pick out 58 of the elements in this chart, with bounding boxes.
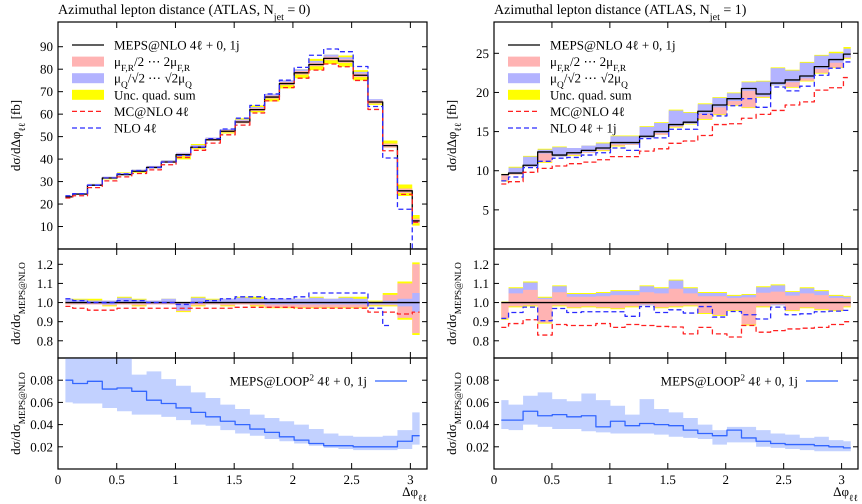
y-tick-label: 60 [40, 106, 53, 122]
legend-label: MC@NLO 4ℓ [550, 104, 625, 119]
x-axis-title: Δφ$_{ℓℓ}$ [402, 484, 427, 504]
chart-title: Azimuthal lepton distance (ATLAS, N$_{jet}$ = 1) [494, 3, 747, 22]
legend-label: MC@NLO 4ℓ [114, 104, 189, 119]
y-tick-label: 10 [40, 219, 53, 234]
legend-label: MEPS@LOOP$^{2}$ 4ℓ + 0, 1j [660, 374, 798, 388]
y-tick-label: 1.0 [36, 295, 53, 310]
x-tick-label: 1.5 [660, 472, 676, 487]
legend-label: MEPS@LOOP$^{2}$ 4ℓ + 0, 1j [230, 374, 367, 388]
y-tick-label: 5 [482, 202, 489, 218]
y-tick-label: 10 [476, 163, 489, 178]
legend-label: NLO 4ℓ [114, 120, 157, 136]
x-tick-label: 1 [172, 472, 179, 487]
y-tick-label: 0.08 [466, 372, 489, 388]
y-tick-label: 25 [476, 46, 489, 61]
x-tick-label: 1.5 [226, 472, 242, 487]
x-axis-title: Δφ$_{ℓℓ}$ [833, 484, 858, 504]
y-tick-label: 0.9 [472, 314, 489, 330]
y-tick-label: 30 [40, 174, 53, 190]
chart-title: Azimuthal lepton distance (ATLAS, N$_{jet}$ = 0) [58, 3, 311, 22]
y-tick-label: 1.1 [472, 276, 489, 291]
x-tick-label: 3 [838, 472, 845, 487]
y-tick-label: 20 [476, 84, 489, 100]
y-tick-label: 1.1 [36, 276, 53, 291]
y-tick-label: 0.06 [466, 394, 490, 410]
y-tick-label: 50 [40, 129, 53, 144]
y-tick-label: 90 [40, 39, 53, 54]
y-tick-label: 1.0 [472, 295, 489, 310]
y-tick-label: 70 [40, 84, 53, 100]
y-tick-label: 0.04 [30, 417, 54, 432]
y-tick-label: 0.04 [466, 417, 490, 432]
x-tick-label: 0.5 [544, 472, 560, 487]
y-tick-label: 15 [476, 124, 489, 140]
y-tick-label: 1.2 [472, 256, 489, 272]
y-tick-label: 0.8 [472, 333, 489, 348]
x-tick-label: 2 [722, 472, 729, 487]
x-tick-label: 2.5 [344, 472, 360, 487]
x-tick-label: 0.5 [108, 472, 125, 487]
y-tick-label: 0.02 [466, 439, 489, 454]
x-tick-label: 0 [54, 472, 62, 487]
y-tick-label: 20 [40, 196, 53, 212]
y-tick-label: 1.2 [36, 256, 53, 272]
y-tick-label: 0.8 [36, 333, 53, 348]
legend-label: NLO 4ℓ + 1j [550, 120, 617, 136]
x-tick-label: 0 [490, 472, 498, 487]
x-tick-label: 1 [606, 472, 614, 487]
x-tick-label: 3 [407, 472, 414, 487]
y-tick-label: 40 [40, 152, 53, 167]
x-tick-label: 2 [290, 472, 296, 487]
y-tick-label: 0.08 [30, 372, 53, 388]
x-tick-label: 2.5 [776, 472, 792, 487]
y-tick-label: 0.9 [36, 314, 53, 330]
legend-label: MEPS@NLO 4ℓ + 0, 1j [114, 38, 240, 52]
y-tick-label: 0.02 [30, 439, 53, 454]
legend-label: MEPS@NLO 4ℓ + 0, 1j [550, 38, 676, 52]
y-tick-label: 80 [40, 62, 53, 77]
y-tick-label: 0.06 [30, 394, 54, 410]
